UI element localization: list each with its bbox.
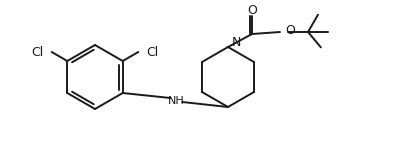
Text: O: O (247, 3, 257, 17)
Text: O: O (285, 24, 295, 38)
Text: Cl: Cl (32, 45, 44, 59)
Text: NH: NH (168, 96, 185, 106)
Text: N: N (232, 37, 241, 49)
Text: Cl: Cl (146, 45, 158, 59)
